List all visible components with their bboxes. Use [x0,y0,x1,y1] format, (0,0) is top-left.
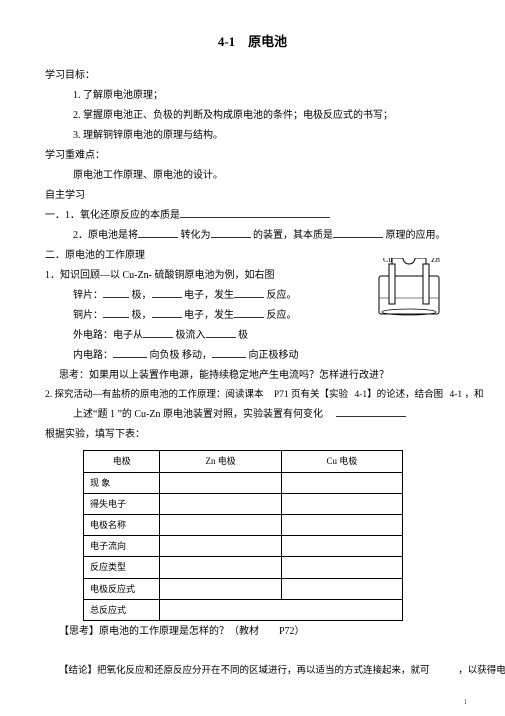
fill-blank[interactable] [113,347,147,358]
page-title: 4-1 原电池 [45,30,460,53]
text: 向负极 移动， [150,350,213,361]
cell-diagram: Cu Zn [373,258,445,318]
difficulties-head: 学习重难点： [45,147,460,165]
diagram-label-zn: Zn [431,258,440,264]
objective-item: 2. 掌握原电池正、负极的判断及构成原电池的条件；电极反应式的书写； [45,107,460,125]
difficulty-item: 原电池工作原理、原电池的设计。 [45,167,460,185]
text: 反应。 [267,290,297,301]
cell[interactable] [281,557,402,578]
cell: 电极名称 [84,515,160,536]
text: 极， [132,310,152,321]
cell: Zn 电极 [160,451,281,472]
conclusion: 【结论】把氧化反应和还原反应分开在不同的区域进行，再以适当的方式连接起来，就可 … [45,663,460,680]
circuit-line: 内电路： 向负极 移动， 向正极移动 [45,347,460,365]
table-row: 现 象 [84,472,403,493]
fill-blank[interactable] [234,307,264,318]
objective-item: 1. 了解原电池原理； [45,87,460,105]
fill-blank[interactable] [206,327,236,338]
point: 一．1．氧化还原反应的本质是 [45,207,460,225]
cell[interactable] [160,493,281,514]
cell[interactable] [160,557,281,578]
text: 反应。 [267,310,297,321]
cell: Cu 电极 [281,451,402,472]
text: 一．1．氧化还原反应的本质是 [45,210,180,221]
fill-blank[interactable] [138,227,178,238]
text: 上述“题 1 ”的 Cu-Zn 原电池装置对照，实验装置有何变化 [73,409,323,420]
selfstudy-head: 自主学习 [45,187,460,205]
fill-blank[interactable] [211,227,251,238]
think-footer: 【思考】原电池的工作原理是怎样的？（教材 P72） [45,623,460,641]
cell: 得失电子 [84,493,160,514]
text: 极 [238,330,248,341]
text: 锌片： [73,290,103,301]
experiment-table: 电极 Zn 电极 Cu 电极 现 象 得失电子 电极名称 电子流向 反应类型 电… [83,450,403,621]
fill-blank[interactable] [152,287,182,298]
cell[interactable] [160,578,281,599]
cell: 总反应式 [84,599,160,620]
text: 2．原电池是将 [73,230,138,241]
experiment-line: 2. 探究活动—有盐桥的原电池的工作原理：阅读课本 P71 页有关【实验 4-1… [45,387,460,404]
cell[interactable] [160,472,281,493]
cell[interactable] [281,472,402,493]
fill-blank[interactable] [432,663,456,673]
text: ，以获得电流 [458,666,505,676]
table-row: 电极 Zn 电极 Cu 电极 [84,451,403,472]
fill-blank[interactable] [103,307,129,318]
text: 的装置，其本质是 [253,230,333,241]
text: 极， [132,290,152,301]
fill-blank[interactable] [103,287,129,298]
page-number: 1 [464,698,468,706]
cell: 电极反应式 [84,578,160,599]
text: 转化为 [181,230,211,241]
text: 原理的应用。 [386,230,446,241]
cell: 反应类型 [84,557,160,578]
cell[interactable] [160,599,403,620]
text: 极流入 [176,330,206,341]
cell[interactable] [281,515,402,536]
text: P71 页有关【实验 [274,390,348,400]
cell[interactable] [160,515,281,536]
text: 2. 探究活动—有盐桥的原电池的工作原理：阅读课本 [45,390,264,400]
objectives-head: 学习目标： [45,67,460,85]
text: 电子，发生 [184,290,234,301]
fill-blank[interactable] [143,327,173,338]
table-row: 电子流向 [84,536,403,557]
table-row: 电极反应式 [84,578,403,599]
text: 电子，发生 [184,310,234,321]
diagram-label-cu: Cu [383,258,392,264]
table-row: 总反应式 [84,599,403,620]
table-row: 反应类型 [84,557,403,578]
think-prompt: 思考：如果用以上装置作电源，能持续稳定地产生电流吗？怎样进行改进？ [45,367,460,385]
cell: 现 象 [84,472,160,493]
text: 4-1 ，和 [449,390,483,400]
fill-blank[interactable] [152,307,182,318]
text: 铜片： [73,310,103,321]
text: 外电路：电子从 [73,330,143,341]
objective-item: 3. 理解铜锌原电池的原理与结构。 [45,127,460,145]
fill-blank[interactable] [333,227,383,238]
text: 向正极移动 [249,350,299,361]
cell: 电极 [84,451,160,472]
cell[interactable] [281,493,402,514]
text: 【结论】把氧化反应和还原反应分开在不同的区域进行，再以适当的方式连接起来，就可 [59,666,430,676]
circuit-line: 外电路：电子从 极流入 极 [45,327,460,345]
table-head: 根据实验，填写下表： [45,426,460,444]
cell[interactable] [281,578,402,599]
fill-blank[interactable] [234,287,264,298]
table-row: 得失电子 [84,493,403,514]
fill-blank[interactable] [212,347,246,358]
text: 4-1】的论述，结合图 [354,390,443,400]
cell: 电子流向 [84,536,160,557]
table-row: 电极名称 [84,515,403,536]
fill-blank[interactable] [336,406,406,417]
text: 内电路： [73,350,113,361]
cell[interactable] [281,536,402,557]
point: 2．原电池是将 转化为 的装置，其本质是 原理的应用。 [45,227,460,245]
experiment-line: 上述“题 1 ”的 Cu-Zn 原电池装置对照，实验装置有何变化 [45,406,460,424]
cell[interactable] [160,536,281,557]
fill-blank[interactable] [180,207,330,218]
